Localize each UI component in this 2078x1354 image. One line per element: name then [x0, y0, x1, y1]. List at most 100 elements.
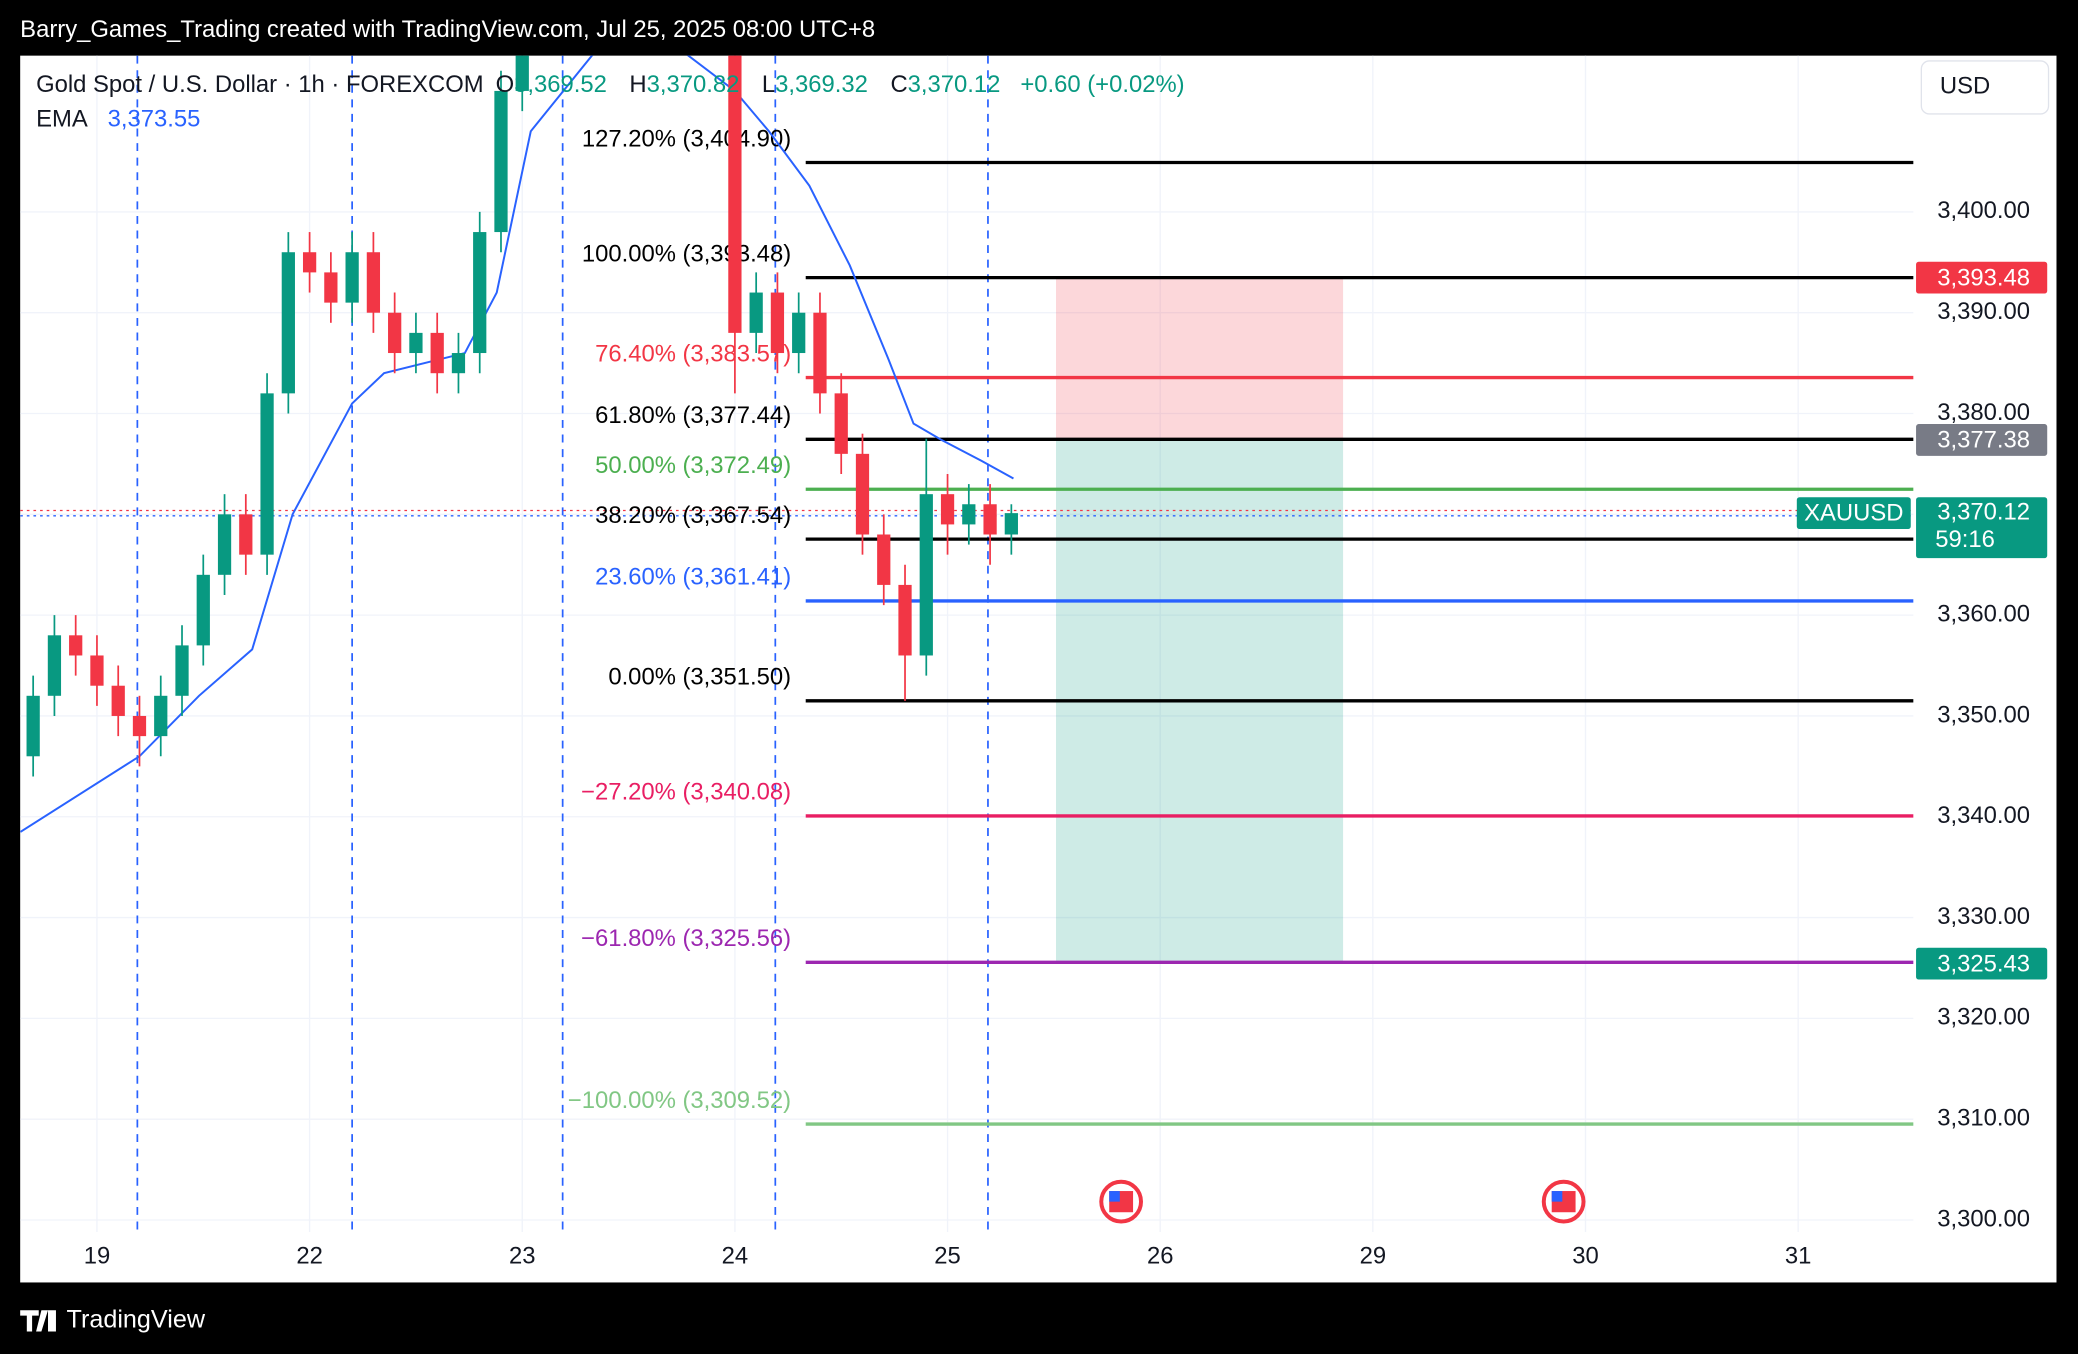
symbol-legend: Gold Spot / U.S. Dollar · 1h · FOREXCOM … — [36, 71, 1185, 98]
stop-tag — [1916, 261, 2048, 294]
y-tick-label: 3,390.00 — [1937, 298, 2030, 325]
fib-label: 0.00% (3,351.50) — [608, 664, 791, 691]
x-tick-label: 25 — [934, 1243, 961, 1270]
candle-body — [409, 332, 423, 354]
x-tick-label: 29 — [1360, 1243, 1387, 1270]
last-price-label: 3,370.12 — [1937, 498, 2030, 525]
chart-area — [20, 55, 2057, 1283]
candle-body — [962, 504, 976, 525]
brand: TradingView — [67, 1306, 206, 1334]
ohlc-value: 3,370.12 — [908, 71, 1001, 98]
ohlc-key: H — [629, 71, 646, 98]
candle-body — [26, 695, 40, 757]
event-icons — [1099, 1179, 1586, 1224]
candle-body — [175, 645, 189, 696]
candle-body — [217, 514, 232, 575]
brand-logo — [20, 1310, 56, 1332]
candle-body — [90, 655, 104, 686]
candle-body — [281, 252, 295, 394]
x-tick-label: 30 — [1572, 1243, 1599, 1270]
x-tick-label: 19 — [84, 1243, 111, 1270]
y-tick-label: 3,340.00 — [1937, 802, 2030, 829]
candle-body — [388, 312, 402, 354]
x-tick-label: 26 — [1147, 1243, 1174, 1270]
candle-body — [366, 252, 381, 313]
candle-body — [239, 514, 253, 555]
ohlc-value: 3,369.32 — [775, 71, 868, 98]
x-tick-label: 24 — [722, 1243, 749, 1270]
candle-body — [834, 393, 848, 454]
fib-label: 100.00% (3,393.48) — [582, 240, 791, 267]
candle-body — [855, 453, 870, 535]
stop-tag-label: 3,393.48 — [1937, 264, 2030, 291]
ohlc-key: C — [890, 71, 907, 98]
candle-body — [813, 312, 827, 394]
y-tick-label: 3,380.00 — [1937, 399, 2030, 426]
y-tick-label: 3,320.00 — [1937, 1004, 2030, 1031]
y-tick-label: 3,350.00 — [1937, 701, 2030, 728]
candle-body — [792, 312, 806, 354]
ohlc-value: 3,370.82 — [647, 71, 740, 98]
candle-body — [770, 292, 785, 354]
target-tag — [1916, 947, 2048, 980]
candle-body — [451, 353, 466, 374]
y-tick-label: 3,330.00 — [1937, 903, 2030, 930]
candle-body — [47, 635, 62, 696]
currency-button[interactable] — [1920, 60, 2050, 115]
symbol-title: Gold Spot / U.S. Dollar · 1h · FOREXCOM — [36, 71, 484, 98]
candle-body — [877, 534, 891, 585]
y-tick-label: 3,360.00 — [1937, 600, 2030, 627]
symbol-tag-label: XAUUSD — [1804, 500, 1903, 527]
candle-body — [494, 90, 508, 233]
countdown: 59:16 — [1935, 526, 1995, 553]
candle-body — [324, 272, 338, 303]
ema-value: 3,373.55 — [108, 106, 201, 133]
fib-label: −27.20% (3,340.08) — [581, 779, 791, 806]
symbol-tag — [1796, 497, 1911, 530]
candle-body — [132, 715, 147, 737]
candle-body — [919, 494, 933, 656]
y-tick-label: 3,300.00 — [1937, 1205, 2030, 1232]
x-tick-label: 23 — [509, 1243, 536, 1270]
y-tick-label: 3,400.00 — [1937, 197, 2030, 224]
candle-body — [940, 494, 955, 525]
fib-label: −100.00% (3,309.52) — [568, 1087, 791, 1114]
ohlc-key: O — [496, 71, 515, 98]
candle-body — [154, 695, 168, 737]
candle-body — [111, 685, 125, 716]
candle-body — [69, 635, 83, 656]
ohlc-value: 3,369.52 — [514, 71, 607, 98]
candle-body — [728, 55, 742, 333]
candle-body — [983, 504, 997, 535]
x-tick-label: 31 — [1785, 1243, 1812, 1270]
candle-body — [473, 232, 487, 354]
candle-body — [515, 55, 529, 91]
y-tick-label: 3,310.00 — [1937, 1105, 2030, 1132]
currency-label[interactable]: USD — [1940, 73, 1990, 100]
fib-label: 38.20% (3,367.54) — [595, 502, 791, 529]
candle-body — [302, 252, 317, 273]
fib-label: 76.40% (3,383.57) — [595, 340, 791, 367]
candle-body — [749, 292, 763, 333]
fib-label: 50.00% (3,372.49) — [595, 452, 791, 479]
candle-body — [430, 332, 444, 374]
fib-label: 23.60% (3,361.41) — [595, 564, 791, 591]
plot: 127.20% (3,404.90) 100.00% (3,393.48) 76.4… — [20, 55, 1914, 1233]
fib-label: −61.80% (3,325.56) — [581, 925, 791, 952]
entry-tag-label: 3,377.38 — [1937, 427, 2030, 454]
target-tag-label: 3,325.43 — [1937, 950, 2030, 977]
fib-label: 127.20% (3,404.90) — [582, 125, 791, 152]
stop-zone — [1056, 277, 1344, 440]
ohlc-key: L — [762, 71, 775, 98]
candle-body — [898, 584, 912, 656]
candle-body — [345, 252, 359, 303]
candle-body — [196, 574, 210, 646]
x-tick-label: 22 — [296, 1243, 323, 1270]
ema-line — [20, 55, 1014, 833]
last-price-tag — [1916, 497, 2048, 559]
credit: Barry_Games_Trading created with Trading… — [20, 16, 875, 43]
candle-body — [1004, 513, 1018, 535]
change: +0.60 (+0.02%) — [1020, 71, 1184, 98]
